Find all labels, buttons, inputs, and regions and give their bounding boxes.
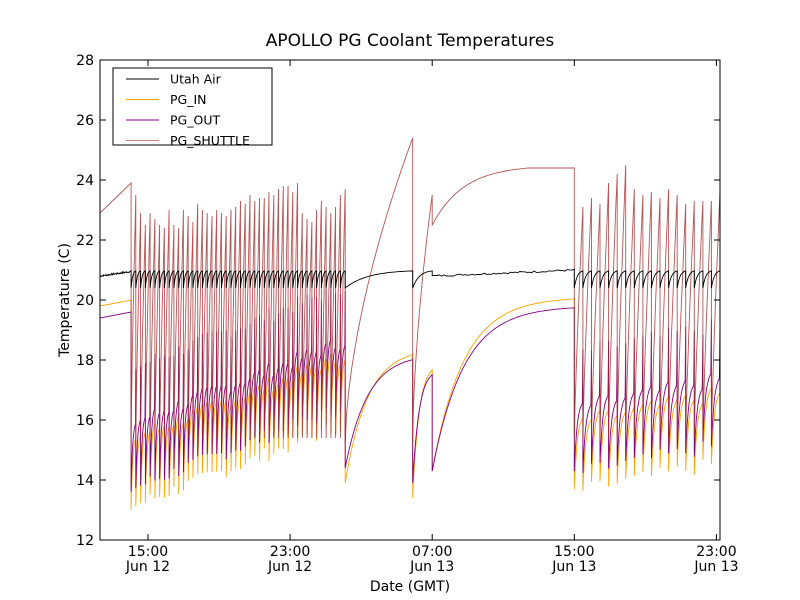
x-tick-label-time: 23:00 (696, 544, 736, 560)
y-tick-label: 26 (76, 113, 94, 129)
y-tick-label: 24 (76, 173, 94, 189)
legend: Utah Air PG_IN PG_OUT PG_SHUTTLE (112, 67, 273, 148)
legend-label: PG_OUT (170, 113, 220, 128)
x-tick-label-time: 15:00 (128, 544, 168, 560)
y-axis-label: Temperature (C) (57, 243, 73, 358)
series-utah-air (99, 268, 721, 289)
x-tick-label-date: Jun 12 (125, 559, 170, 575)
y-axis: 12 14 16 18 20 22 24 26 28 (76, 53, 720, 549)
chart-title: APOLLO PG Coolant Temperatures (266, 31, 555, 51)
x-tick-label-date: Jun 13 (409, 559, 454, 575)
x-tick-label-date: Jun 13 (551, 559, 596, 575)
x-tick-label-time: 07:00 (412, 544, 452, 560)
y-tick-label: 18 (76, 353, 94, 369)
series-pg-shuttle (99, 137, 721, 445)
x-tick-label-date: Jun 12 (267, 559, 312, 575)
x-tick-label-time: 15:00 (554, 544, 594, 560)
y-tick-label: 12 (76, 533, 94, 549)
y-tick-label: 22 (76, 233, 94, 249)
y-tick-label: 14 (76, 473, 94, 489)
y-tick-label: 16 (76, 413, 94, 429)
legend-label: PG_IN (170, 92, 207, 107)
x-tick-label-date: Jun 13 (693, 559, 738, 575)
x-axis-label: Date (GMT) (370, 579, 450, 595)
series-pg-out (99, 285, 721, 492)
y-tick-label: 20 (76, 293, 94, 309)
legend-label: Utah Air (170, 72, 222, 87)
x-tick-label-time: 23:00 (270, 544, 310, 560)
legend-box (112, 67, 273, 146)
plot-lines (99, 137, 721, 510)
y-tick-label: 28 (76, 53, 94, 69)
series-pg-in (99, 298, 721, 510)
legend-label: PG_SHUTTLE (170, 133, 250, 148)
